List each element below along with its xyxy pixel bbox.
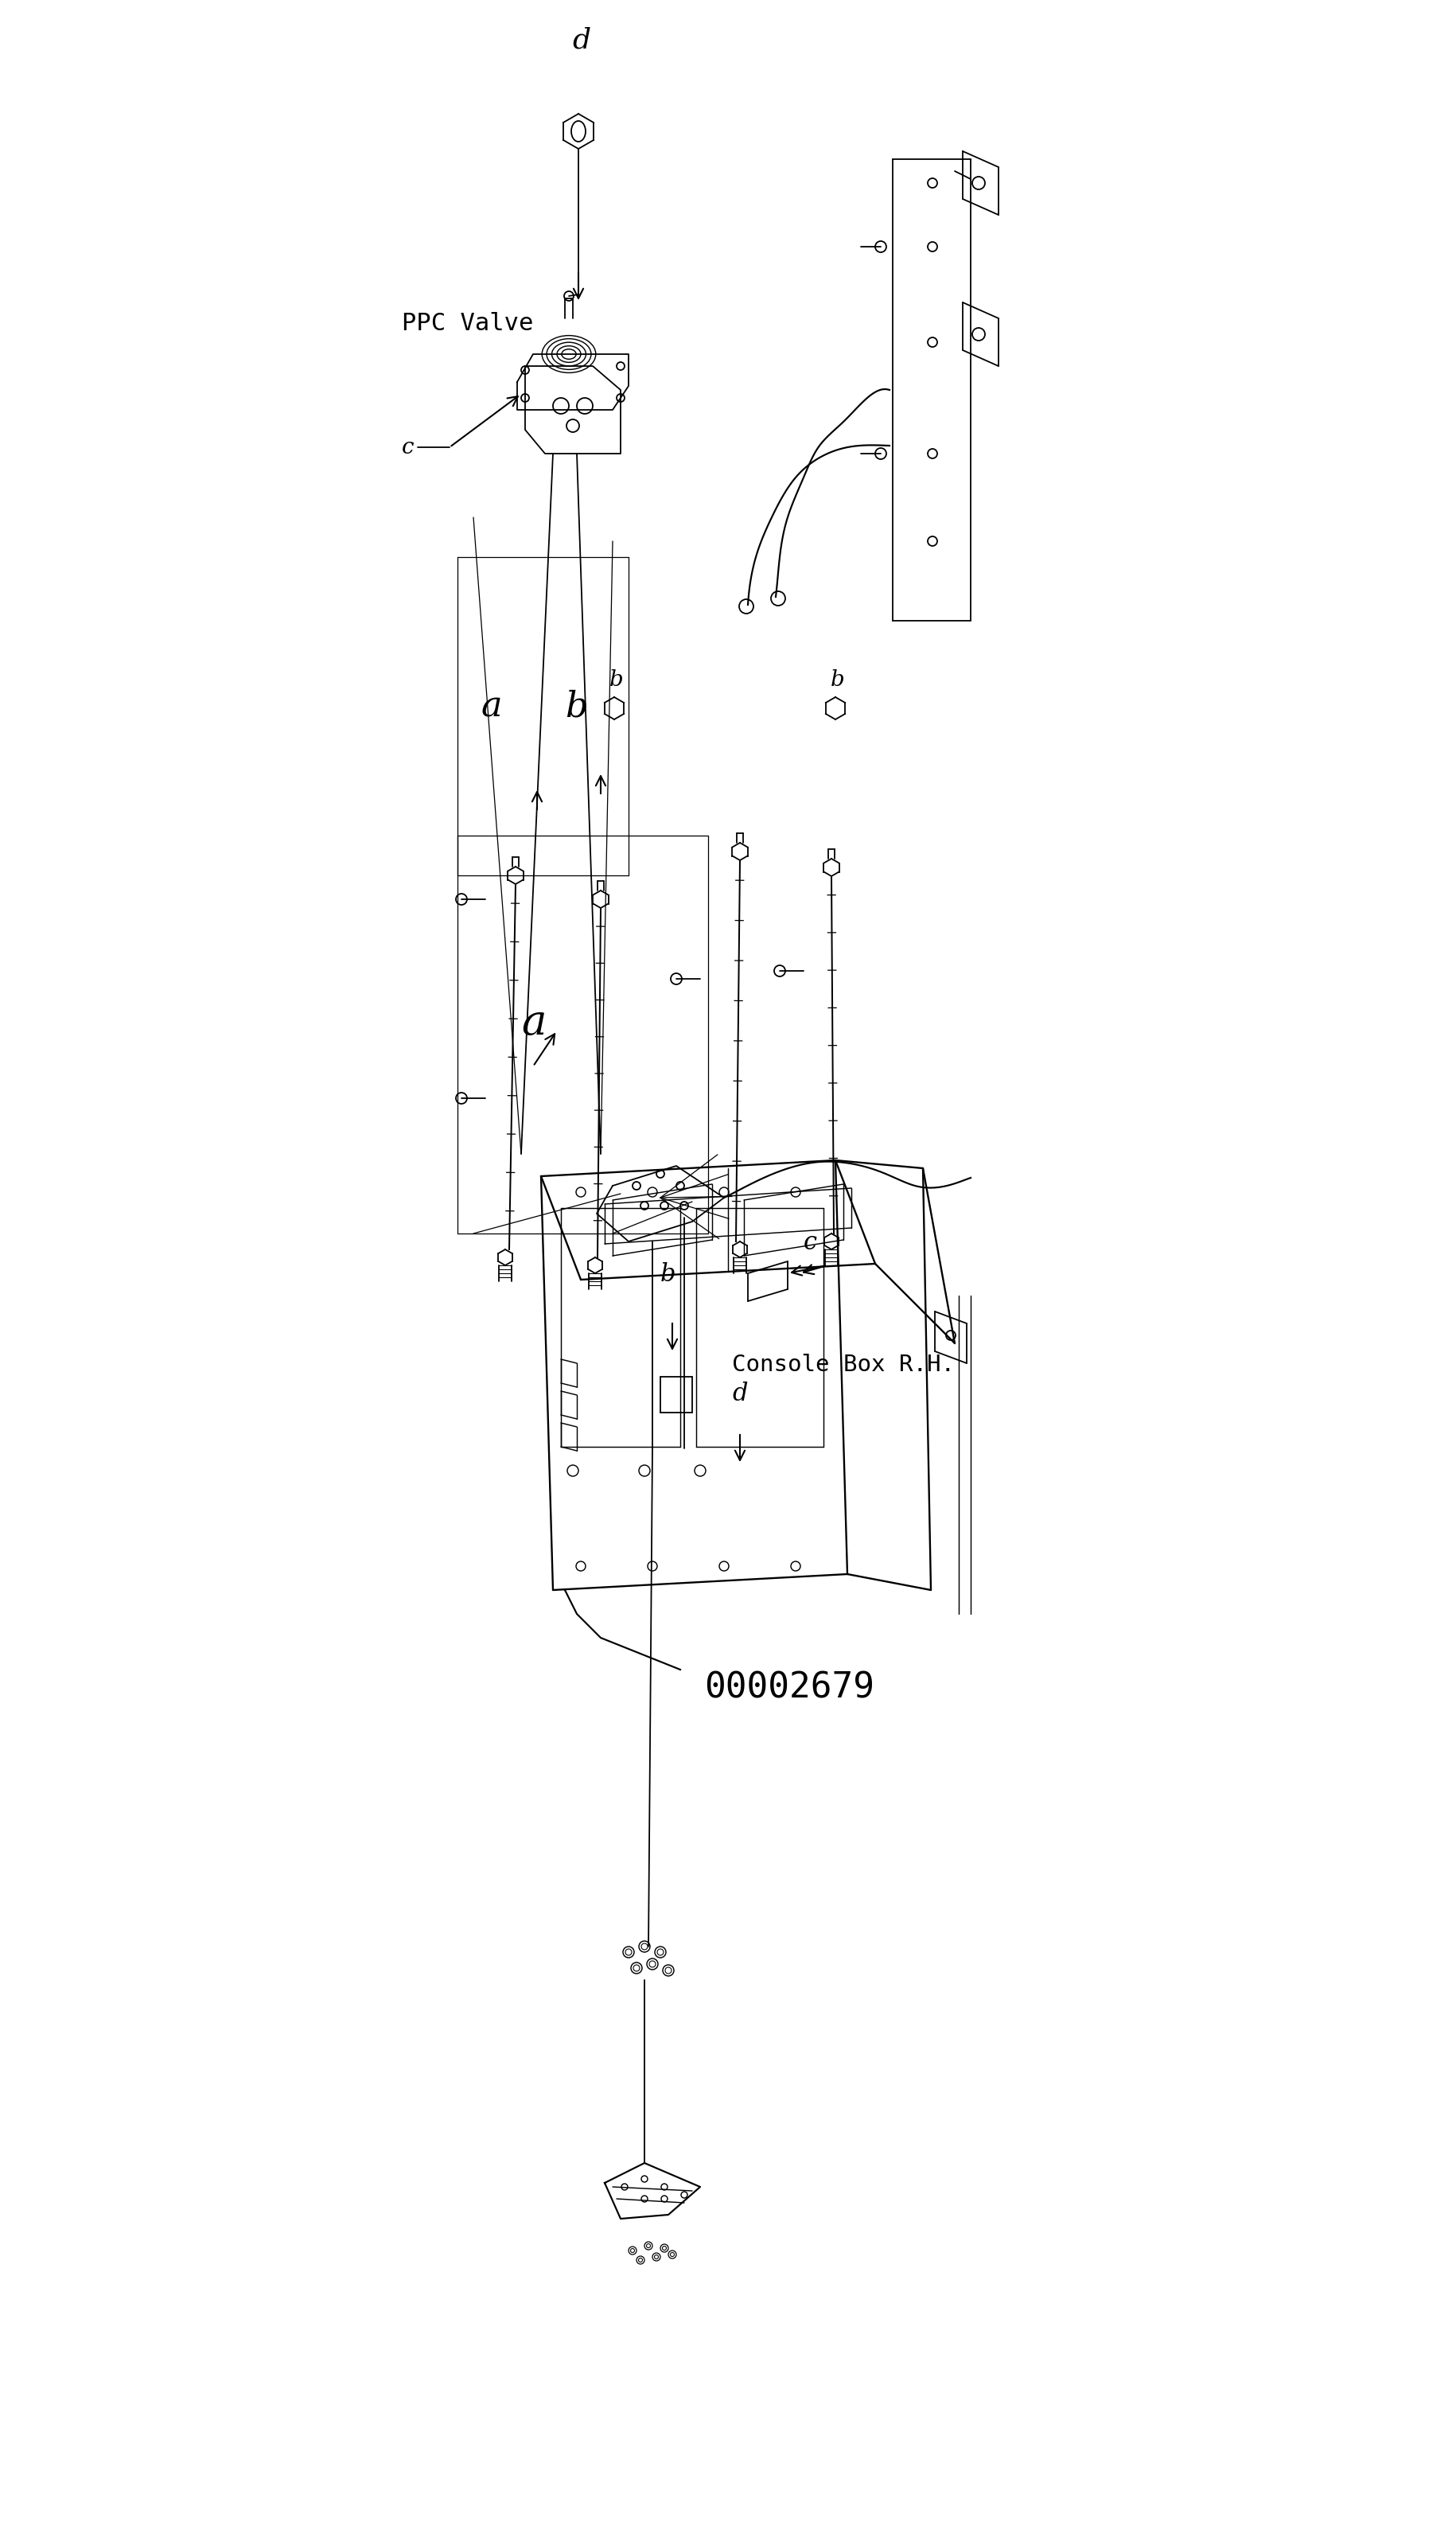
Text: 00002679: 00002679 [705, 1670, 875, 1705]
Circle shape [875, 242, 887, 252]
Text: a: a [482, 690, 502, 723]
Text: b: b [661, 1262, 676, 1288]
Text: d: d [732, 1382, 747, 1407]
Text: d: d [572, 25, 591, 53]
Text: b: b [830, 669, 844, 690]
Circle shape [775, 965, 785, 977]
Text: PPC Valve: PPC Valve [402, 313, 533, 336]
Text: Console Box R.H.: Console Box R.H. [732, 1354, 955, 1377]
Text: c: c [402, 438, 414, 458]
Circle shape [671, 972, 681, 985]
Text: b: b [610, 669, 623, 690]
Text: b: b [565, 690, 588, 723]
Circle shape [456, 893, 467, 906]
Circle shape [875, 448, 887, 458]
Text: c: c [804, 1229, 817, 1255]
Circle shape [456, 1092, 467, 1105]
Text: a: a [521, 1003, 546, 1043]
